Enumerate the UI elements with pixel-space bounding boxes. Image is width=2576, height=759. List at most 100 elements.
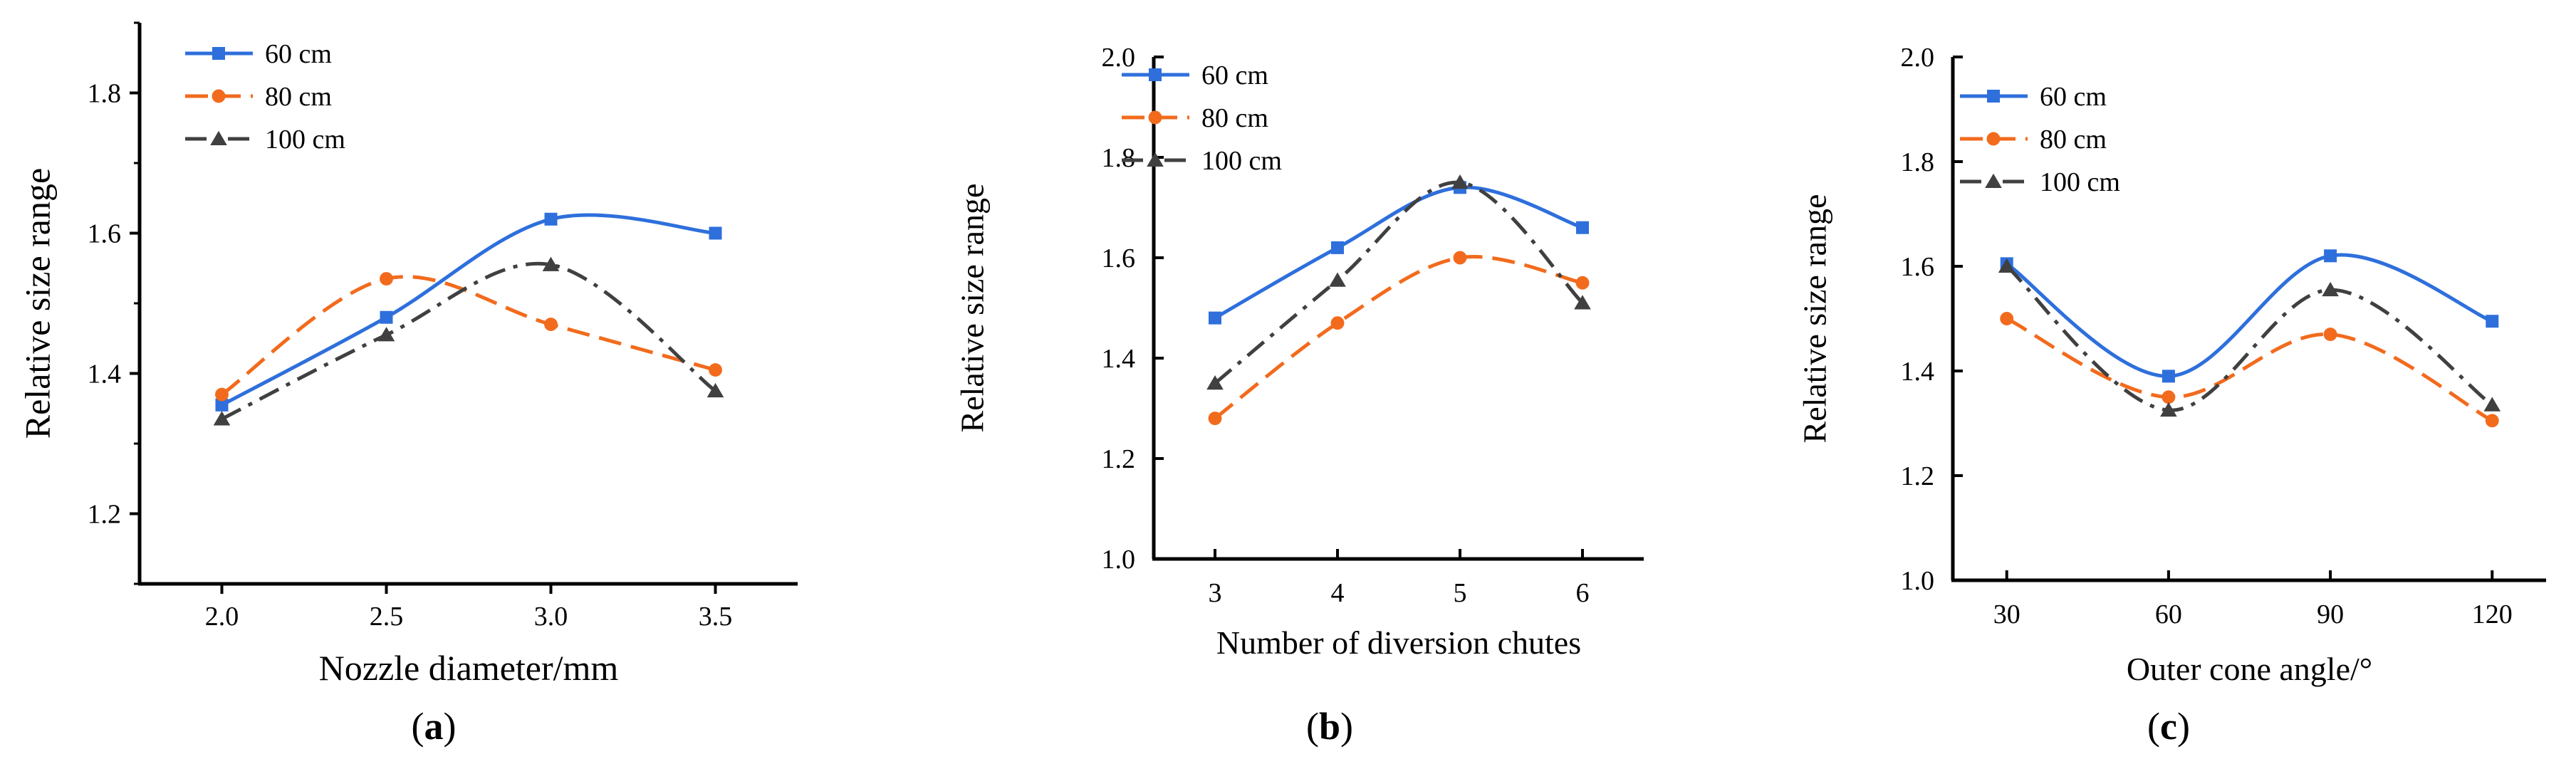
triangle-marker (706, 382, 724, 398)
square-marker (2486, 315, 2499, 328)
series-100-cm (1998, 258, 2501, 417)
y-tick-label: 1.4 (1901, 357, 1935, 387)
triangle-marker (2160, 402, 2177, 417)
y-tick-label: 1.6 (1102, 244, 1136, 273)
panel-label: (c) (2147, 705, 2190, 748)
legend-entry: 60 cm (1122, 61, 1268, 90)
series-line (2006, 317, 2493, 423)
triangle-marker (1998, 258, 2016, 273)
panel-label-close: ) (2177, 705, 2190, 748)
square-marker (215, 398, 229, 412)
legend: 60 cm 80 cm 100 cm (1122, 61, 1282, 176)
y-tick-label: 2.0 (1901, 43, 1935, 73)
legend-label: 60 cm (1201, 61, 1268, 90)
x-tick-label: 3 (1209, 578, 1222, 608)
triangle-marker (1329, 272, 1346, 287)
triangle-marker (1574, 295, 1591, 310)
panel-label-letter: c (2160, 705, 2177, 748)
series-60-cm (2000, 249, 2499, 383)
chart-panel-c: 1.0 1.2 1.4 1.6 1.8 2.0 30 60 90 120 60 cm 80 cm 100… (1797, 43, 2546, 748)
circle-marker (2000, 312, 2014, 325)
circle-marker (215, 387, 229, 402)
y-axis-title: Relative size range (1797, 194, 1833, 444)
x-axis-title: Outer cone angle/° (2127, 651, 2372, 687)
series-line (1214, 255, 1583, 420)
x-tick-label: 2.5 (370, 602, 404, 632)
square-marker (709, 226, 722, 240)
series-line (1214, 185, 1583, 320)
legend: 60 cm 80 cm 100 cm (185, 39, 345, 155)
square-marker (2162, 370, 2175, 383)
triangle-marker (213, 411, 231, 426)
circle-marker (1453, 251, 1467, 265)
circle-marker (544, 318, 558, 331)
series-100-cm (1206, 174, 1591, 390)
x-tick-label: 3.5 (699, 602, 733, 632)
x-axis-title: Number of diversion chutes (1216, 624, 1581, 661)
legend-entry: 100 cm (1960, 167, 2120, 197)
series-80-cm (1208, 251, 1590, 426)
circle-marker (1575, 276, 1590, 290)
x-tick-label: 5 (1454, 578, 1467, 608)
series-line (221, 275, 716, 397)
circle-marker (1330, 316, 1345, 330)
square-marker (544, 212, 558, 226)
square-marker (1209, 311, 1221, 325)
panel-label-open: ( (412, 705, 424, 748)
panel-label-close: ) (1340, 705, 1353, 748)
legend-label: 100 cm (2040, 167, 2120, 197)
series-60-cm (215, 212, 722, 412)
circle-marker (2323, 328, 2337, 341)
y-tick-label: 1.4 (88, 360, 122, 389)
triangle-marker (2483, 397, 2501, 412)
legend-entry: 60 cm (185, 39, 332, 69)
square-marker (1987, 90, 2000, 103)
x-tick-label: 3.0 (534, 602, 568, 632)
circle-marker (1148, 110, 1162, 125)
circle-marker (1208, 412, 1222, 426)
circle-marker (709, 363, 722, 377)
legend-label: 80 cm (1201, 103, 1268, 133)
square-marker (212, 47, 225, 60)
triangle-marker (1147, 152, 1164, 167)
legend-label: 60 cm (2040, 82, 2107, 112)
x-tick-label: 60 (2155, 600, 2182, 629)
y-tick-label: 1.0 (1901, 566, 1935, 596)
legend-entry: 80 cm (185, 82, 332, 112)
y-tick-label: 1.8 (1901, 147, 1935, 177)
series-60-cm (1209, 181, 1589, 325)
triangle-marker (2322, 281, 2339, 297)
chart-panel-b: 1.0 1.2 1.4 1.6 1.8 2.0 3 4 5 6 60 cm 80 cm 100 cm Nu… (954, 43, 1644, 748)
y-tick-label: 2.0 (1102, 43, 1136, 73)
circle-marker (380, 272, 393, 286)
panel-label-letter: b (1319, 705, 1340, 748)
panel-label-close: ) (444, 705, 457, 748)
triangle-marker (1451, 174, 1469, 189)
legend-label: 80 cm (2040, 125, 2107, 155)
triangle-marker (1206, 375, 1224, 390)
series-80-cm (215, 272, 722, 402)
triangle-marker (542, 256, 560, 271)
circle-marker (212, 89, 226, 103)
square-marker (1576, 221, 1589, 234)
y-tick-label: 1.2 (1901, 461, 1935, 491)
series-line (221, 261, 717, 421)
square-marker (380, 310, 393, 324)
x-tick-label: 90 (2317, 600, 2344, 629)
panel-label-letter: a (424, 705, 444, 748)
series-line (1214, 180, 1584, 385)
x-axis-title: Nozzle diameter/mm (319, 648, 619, 688)
y-tick-label: 1.8 (1102, 143, 1136, 173)
series-line (2006, 265, 2493, 412)
panel-label: (a) (412, 705, 457, 748)
circle-marker (2485, 414, 2499, 428)
legend-label: 100 cm (1201, 146, 1282, 176)
y-axis-title: Relative size range (17, 168, 57, 439)
panel-label-open: ( (1306, 705, 1319, 748)
y-tick-label: 1.6 (1901, 252, 1935, 282)
y-tick-label: 1.4 (1102, 344, 1136, 374)
series-line (2006, 253, 2493, 378)
legend-entry: 80 cm (1960, 125, 2107, 155)
y-axis-title: Relative size range (954, 184, 991, 433)
legend-label: 100 cm (265, 125, 345, 155)
